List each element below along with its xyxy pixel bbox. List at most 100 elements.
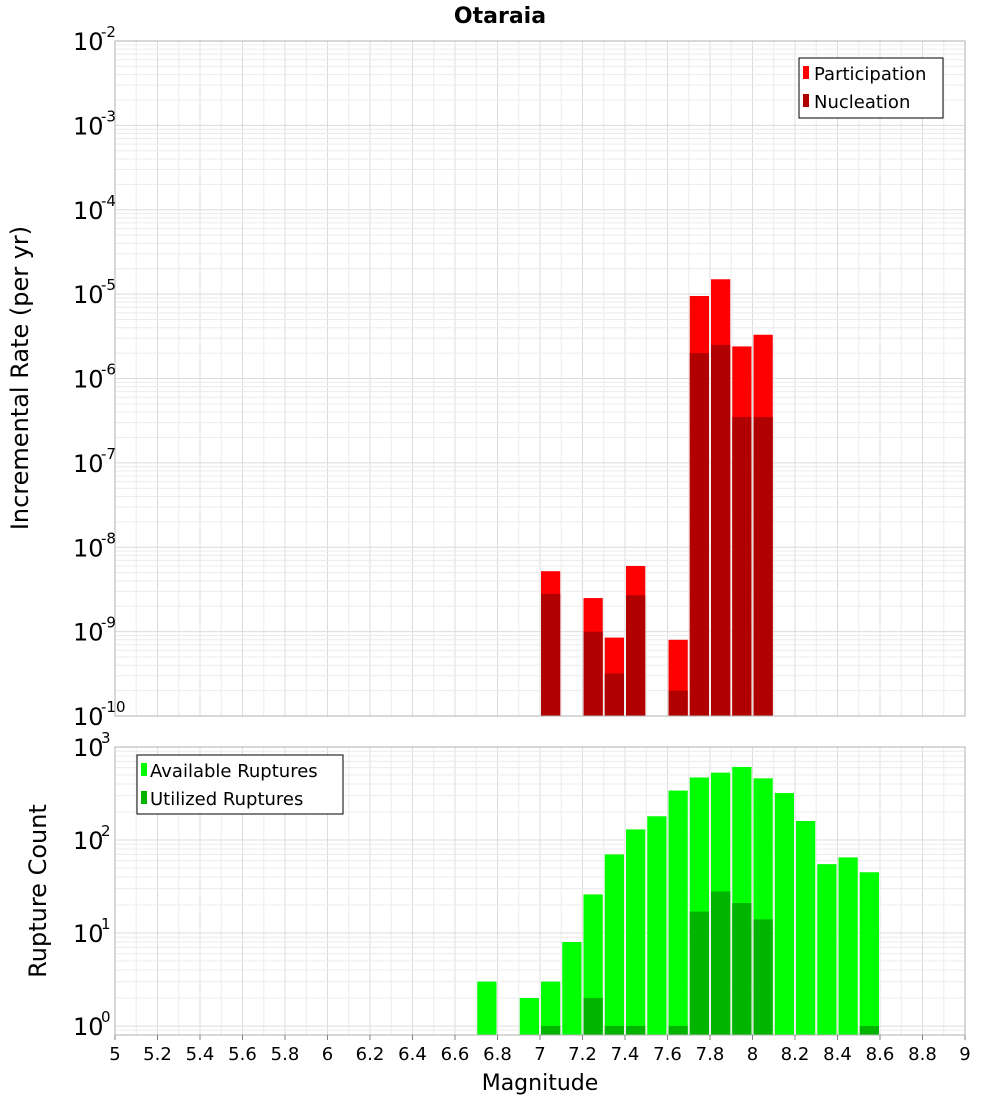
nucleation-bar (626, 595, 646, 716)
rate-y-axis-label: Incremental Rate (per yr) (6, 226, 34, 530)
utilized-ruptures-bar (859, 1025, 879, 1035)
available-ruptures-bar (668, 790, 688, 1035)
y-tick-exponent: -3 (101, 107, 116, 125)
y-tick-label: 10 (73, 619, 104, 647)
legend-label-nucleation: Nucleation (814, 92, 910, 113)
utilized-ruptures-bar (711, 891, 731, 1035)
y-tick-label: 10 (73, 28, 104, 56)
x-tick-label: 9 (959, 1044, 970, 1065)
available-ruptures-bar (562, 942, 582, 1035)
x-tick-label: 8.2 (781, 1044, 810, 1065)
x-tick-label: 8.6 (866, 1044, 895, 1065)
y-tick-exponent: 1 (101, 915, 111, 933)
x-tick-label: 6.2 (356, 1044, 385, 1065)
chart-title: Otaraia (454, 4, 546, 29)
y-tick-exponent: -5 (101, 276, 116, 294)
nucleation-bar (541, 593, 561, 716)
x-tick-label: 6 (322, 1044, 333, 1065)
x-tick-label: 5.4 (186, 1044, 215, 1065)
x-tick-label: 6.8 (483, 1044, 512, 1065)
utilized-ruptures-bar (668, 1025, 688, 1035)
nucleation-bar (732, 416, 752, 716)
y-tick-exponent: -7 (101, 445, 116, 463)
nucleation-bar (668, 690, 688, 716)
x-tick-label: 7.6 (653, 1044, 682, 1065)
available-ruptures-bar (604, 854, 624, 1035)
y-tick-label: 10 (73, 112, 104, 140)
x-tick-label: 5.2 (143, 1044, 172, 1065)
x-tick-label: 6.6 (441, 1044, 470, 1065)
y-tick-exponent: -10 (101, 698, 126, 716)
utilized-ruptures-bar (541, 1025, 561, 1035)
y-tick-label: 10 (73, 703, 104, 731)
x-tick-label: 7.4 (611, 1044, 640, 1065)
x-tick-label: 8 (747, 1044, 758, 1065)
x-tick-label: 5.8 (271, 1044, 300, 1065)
rate-plot-border (114, 40, 966, 717)
y-tick-label: 10 (73, 920, 104, 948)
rate-bars (541, 279, 773, 716)
x-tick-label: 8.8 (908, 1044, 937, 1065)
legend-swatch-utilized (141, 791, 147, 804)
y-tick-exponent: -8 (101, 529, 116, 547)
x-tick-label: 8.4 (823, 1044, 852, 1065)
y-tick-label: 10 (73, 197, 104, 225)
legend-swatch-nucleation (803, 94, 809, 107)
legend-swatch-participation (803, 66, 809, 79)
rate-grid (115, 41, 965, 716)
count-bars (477, 766, 879, 1035)
y-tick-exponent: -6 (101, 361, 116, 379)
y-tick-label: 10 (73, 734, 104, 762)
available-ruptures-bar (796, 821, 816, 1035)
available-ruptures-bar (859, 872, 879, 1035)
x-ticks: 5 5.2 5.4 5.6 5.8 6 6.2 6.4 6.6 6.8 7 7.2 7.4 7.6 7.8 8… (109, 1035, 971, 1065)
count-y-axis-label: Rupture Count (24, 804, 52, 978)
available-ruptures-bar (817, 864, 837, 1035)
y-tick-label: 10 (73, 281, 104, 309)
y-tick-exponent: -9 (101, 614, 116, 632)
x-tick-label: 5.6 (228, 1044, 257, 1065)
x-tick-label: 6.4 (398, 1044, 427, 1065)
nucleation-bar (583, 631, 603, 716)
y-tick-label: 10 (73, 450, 104, 478)
legend-label-utilized: Utilized Ruptures (150, 789, 303, 810)
y-tick-exponent: -4 (101, 192, 116, 210)
available-ruptures-bar (647, 816, 667, 1035)
available-ruptures-bar (838, 857, 858, 1035)
nucleation-bar (604, 673, 624, 716)
y-tick-label: 10 (73, 534, 104, 562)
nucleation-bar (689, 353, 709, 716)
utilized-ruptures-bar (689, 911, 709, 1035)
available-ruptures-bar (774, 793, 794, 1035)
available-ruptures-bar (626, 829, 646, 1035)
y-tick-exponent: 0 (101, 1008, 111, 1026)
y-tick-label: 10 (73, 827, 104, 855)
x-tick-label: 7 (534, 1044, 545, 1065)
utilized-ruptures-bar (583, 997, 603, 1035)
rate-legend: Participation Nucleation (798, 57, 944, 119)
utilized-ruptures-bar (626, 1025, 646, 1035)
available-ruptures-bar (519, 997, 539, 1035)
x-tick-label: 7.2 (568, 1044, 597, 1065)
x-tick-label: 5 (109, 1044, 120, 1065)
y-tick-label: 10 (73, 1013, 104, 1041)
available-ruptures-bar (477, 981, 497, 1035)
nucleation-bar (753, 416, 773, 716)
y-tick-label: 10 (73, 366, 104, 394)
nucleation-bar (711, 344, 731, 716)
legend-label-participation: Participation (814, 64, 926, 85)
count-legend: Available Ruptures Utilized Ruptures (136, 754, 344, 815)
utilized-ruptures-bar (604, 1025, 624, 1035)
y-tick-exponent: 2 (101, 822, 111, 840)
utilized-ruptures-bar (732, 903, 752, 1035)
legend-swatch-available (141, 763, 147, 776)
y-tick-exponent: 3 (101, 729, 111, 747)
legend-label-available: Available Ruptures (150, 761, 318, 782)
x-tick-label: 7.8 (696, 1044, 725, 1065)
utilized-ruptures-bar (753, 919, 773, 1035)
x-axis-label: Magnitude (482, 1071, 599, 1096)
available-ruptures-bar (541, 981, 561, 1035)
